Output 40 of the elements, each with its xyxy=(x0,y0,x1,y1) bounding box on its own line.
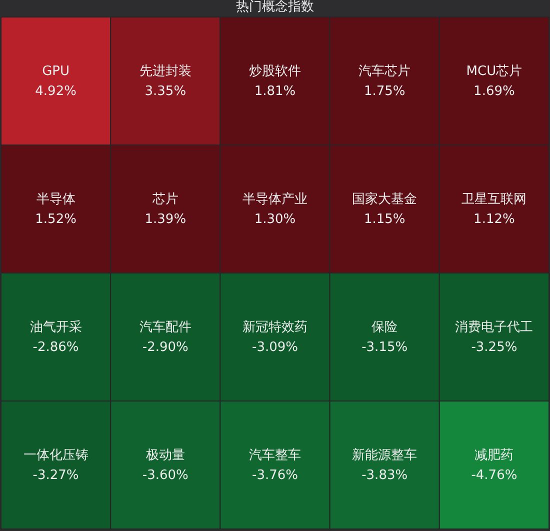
category-label: 油气开采 xyxy=(30,320,82,335)
data-label: 1.12% xyxy=(474,212,515,227)
category-label: 新能源整车 xyxy=(352,448,418,463)
data-label: 3.35% xyxy=(144,84,186,99)
data-label: -2.90% xyxy=(142,340,188,355)
data-label: 4.92% xyxy=(35,84,76,99)
category-label: GPU xyxy=(42,64,70,79)
data-label: 1.75% xyxy=(364,84,406,99)
category-label: 炒股软件 xyxy=(249,64,301,79)
data-label: -3.15% xyxy=(362,340,408,355)
data-label: -4.76% xyxy=(471,468,518,483)
data-label: -3.27% xyxy=(32,468,79,483)
category-label: 新冠特效药 xyxy=(242,320,308,335)
category-label: 一体化压铸 xyxy=(23,448,88,463)
data-label: 1.69% xyxy=(474,84,515,99)
category-label: 极动量 xyxy=(144,448,185,463)
category-label: 卫星互联网 xyxy=(462,192,527,207)
data-label: -2.86% xyxy=(32,340,79,355)
data-label: -3.09% xyxy=(252,340,298,355)
category-label: 减肥药 xyxy=(474,448,514,463)
data-label: -3.25% xyxy=(471,340,518,355)
category-label: 国家大基金 xyxy=(352,191,418,207)
data-label: -3.76% xyxy=(252,468,298,483)
category-label: 汽车整车 xyxy=(249,448,301,463)
data-label: -3.60% xyxy=(142,468,188,483)
category-label: 半导体产业 xyxy=(242,192,308,207)
category-label: 汽车配件 xyxy=(139,320,192,335)
data-label: 1.39% xyxy=(144,212,186,227)
data-label: 1.81% xyxy=(254,84,296,99)
data-label: 1.30% xyxy=(254,212,296,227)
data-label: 1.15% xyxy=(364,212,406,227)
data-label: 1.52% xyxy=(35,212,76,227)
category-label: 保险 xyxy=(372,320,398,335)
category-label: 消费电子代工 xyxy=(455,320,534,335)
category-label: 半导体 xyxy=(36,192,76,207)
category-label: MCU芯片 xyxy=(466,64,522,79)
category-label: 芯片 xyxy=(151,192,178,207)
data-label: -3.83% xyxy=(362,468,408,483)
category-label: 汽车芯片 xyxy=(358,64,411,79)
category-label: 先进封装 xyxy=(139,64,192,79)
